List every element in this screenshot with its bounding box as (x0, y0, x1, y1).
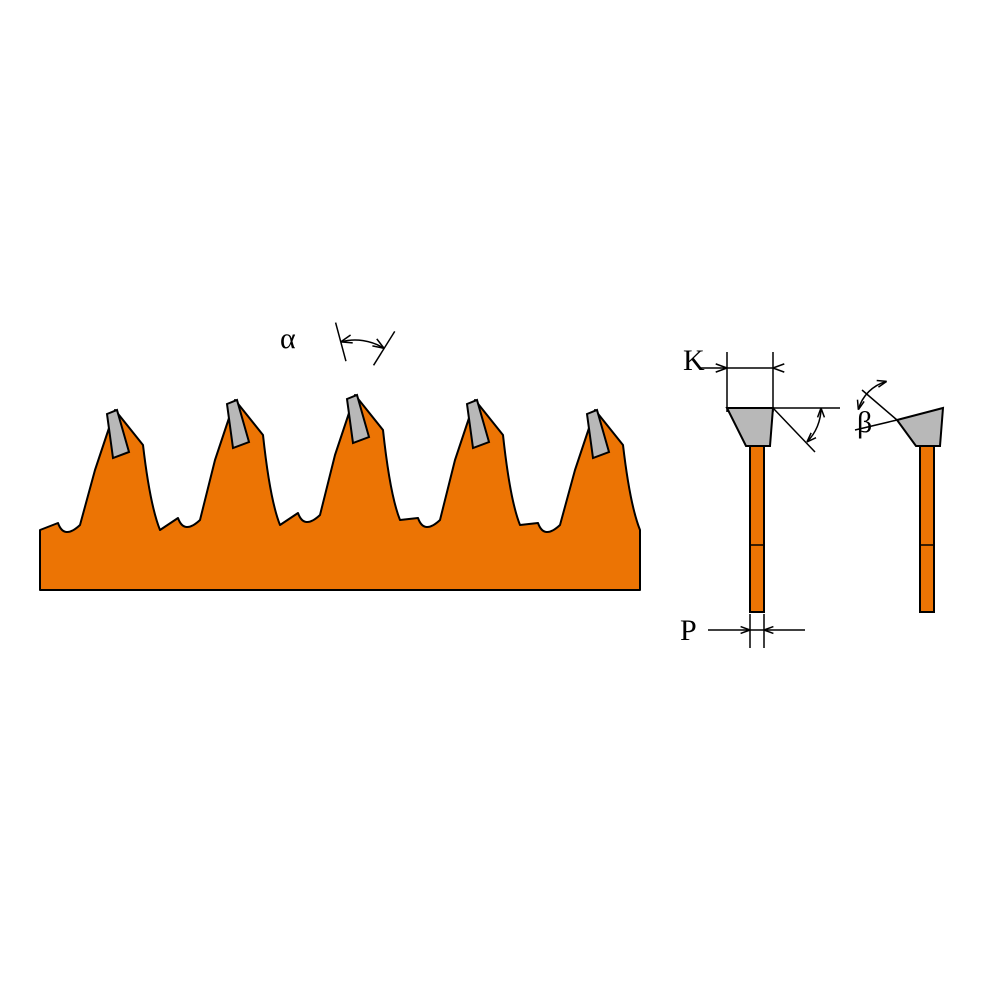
alpha-label: α (280, 322, 296, 355)
side-tip-right (897, 408, 943, 446)
K-label: K (683, 344, 705, 377)
blade-profile (40, 395, 640, 590)
side-body-right (920, 445, 934, 612)
side-body-left (750, 445, 764, 612)
side-tip-left (727, 408, 773, 446)
P-label: P (680, 614, 697, 647)
beta-label: β (857, 406, 872, 439)
beta-slant (773, 408, 815, 452)
